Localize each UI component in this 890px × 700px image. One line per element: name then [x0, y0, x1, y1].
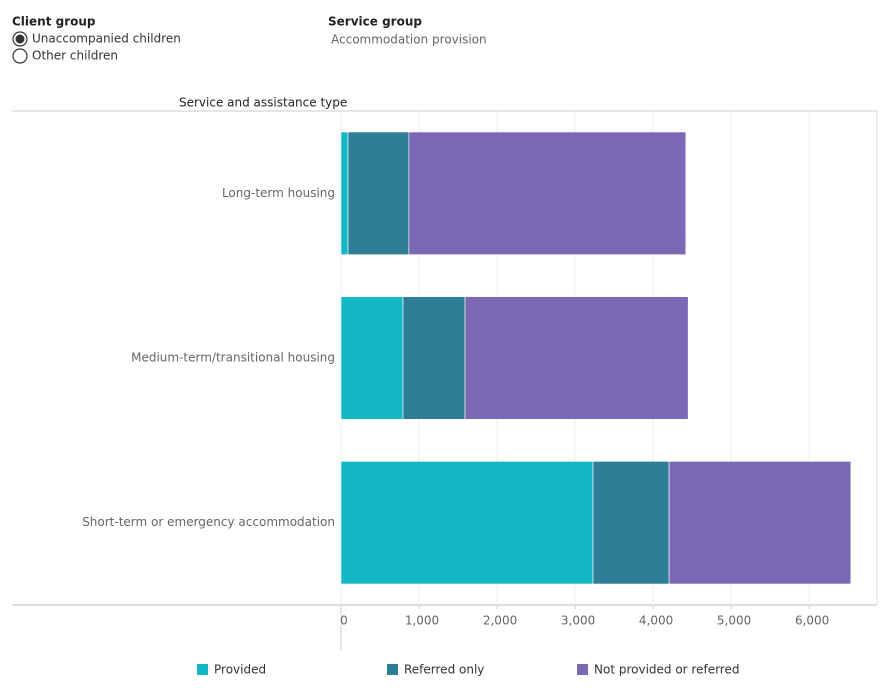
- bar-segment[interactable]: [347, 131, 410, 255]
- legend-swatch[interactable]: [197, 664, 208, 675]
- y-tick-label: Long-term housing: [222, 186, 335, 200]
- bar-segment[interactable]: [340, 296, 404, 420]
- legend-swatch[interactable]: [387, 664, 398, 675]
- axis-title: Service and assistance type: [179, 96, 347, 110]
- bar-segment[interactable]: [402, 296, 466, 420]
- bar-segment[interactable]: [340, 131, 349, 255]
- x-tick-label: 5,000: [717, 614, 751, 628]
- filter-value[interactable]: Accommodation provision: [331, 33, 487, 47]
- x-tick-label: 0: [340, 614, 348, 628]
- radio-label[interactable]: Unaccompanied children: [32, 32, 181, 46]
- radio-label[interactable]: Other children: [32, 49, 118, 63]
- legend-label[interactable]: Not provided or referred: [594, 663, 739, 677]
- filter-title: Client group: [12, 15, 96, 29]
- x-tick-label: 4,000: [639, 614, 673, 628]
- legend-label[interactable]: Provided: [214, 663, 266, 677]
- x-tick-label: 2,000: [483, 614, 517, 628]
- radio-dot: [15, 34, 25, 44]
- y-tick-label: Short-term or emergency accommodation: [82, 515, 335, 529]
- x-tick-label: 6,000: [795, 614, 829, 628]
- bar-segment[interactable]: [592, 461, 670, 585]
- legend-label[interactable]: Referred only: [404, 663, 484, 677]
- radio-button[interactable]: [12, 48, 28, 64]
- x-tick-label: 3,000: [561, 614, 595, 628]
- bar-segment[interactable]: [340, 461, 594, 585]
- legend-swatch[interactable]: [577, 664, 588, 675]
- filter-title: Service group: [328, 15, 422, 29]
- y-tick-label: Medium-term/transitional housing: [131, 351, 335, 365]
- bar-segment[interactable]: [668, 461, 852, 585]
- bar-segment[interactable]: [464, 296, 689, 420]
- bar-segment[interactable]: [408, 131, 687, 255]
- x-tick-label: 1,000: [405, 614, 439, 628]
